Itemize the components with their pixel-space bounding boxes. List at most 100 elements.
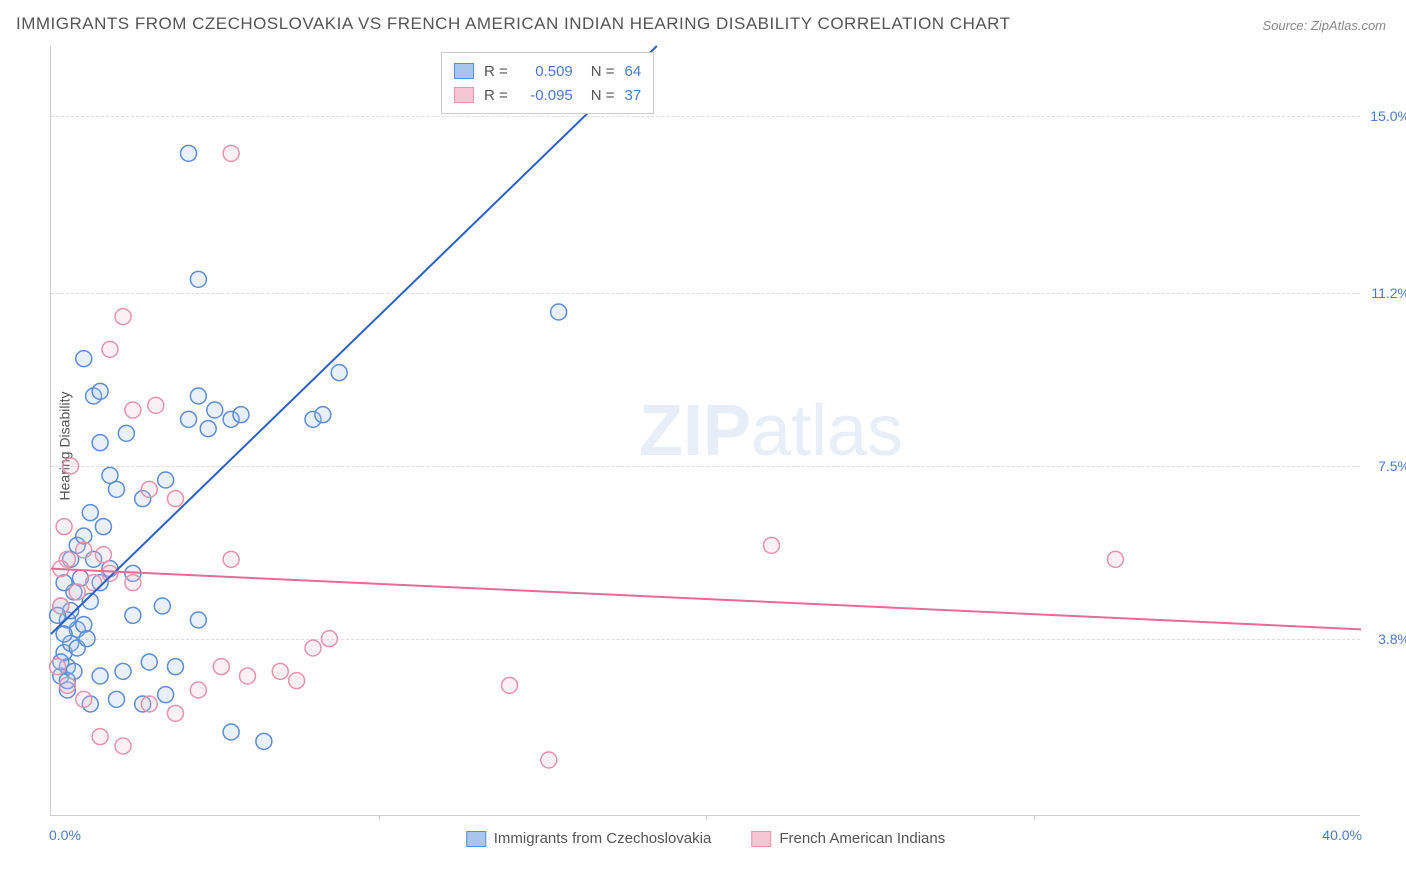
- data-point: [125, 607, 141, 623]
- data-point: [141, 654, 157, 670]
- data-point: [551, 304, 567, 320]
- r-label: R =: [484, 87, 508, 104]
- data-point: [502, 677, 518, 693]
- data-point: [50, 659, 66, 675]
- data-point: [181, 145, 197, 161]
- data-point: [190, 682, 206, 698]
- data-point: [331, 365, 347, 381]
- data-point: [167, 705, 183, 721]
- data-point: [76, 691, 92, 707]
- r-value-0: 0.509: [518, 63, 573, 80]
- data-point: [115, 738, 131, 754]
- data-point: [92, 729, 108, 745]
- xtick-mark: [706, 815, 707, 820]
- data-point: [82, 505, 98, 521]
- data-point: [233, 407, 249, 423]
- n-value-0: 64: [625, 63, 642, 80]
- r-label: R =: [484, 63, 508, 80]
- data-point: [158, 687, 174, 703]
- trend-lines: [51, 46, 1361, 634]
- data-point: [289, 673, 305, 689]
- data-point: [76, 351, 92, 367]
- data-point: [223, 145, 239, 161]
- data-point: [56, 519, 72, 535]
- data-point: [102, 467, 118, 483]
- data-point: [213, 659, 229, 675]
- data-point: [115, 309, 131, 325]
- data-point: [79, 631, 95, 647]
- data-point: [154, 598, 170, 614]
- ytick-label: 7.5%: [1365, 458, 1406, 474]
- legend-item-1: French American Indians: [751, 830, 945, 847]
- ytick-label: 15.0%: [1365, 108, 1406, 124]
- xtick-mark: [1034, 815, 1035, 820]
- data-point: [125, 402, 141, 418]
- data-point: [141, 696, 157, 712]
- data-point: [167, 491, 183, 507]
- data-point: [223, 551, 239, 567]
- data-point: [272, 663, 288, 679]
- chart-container: IMMIGRANTS FROM CZECHOSLOVAKIA VS FRENCH…: [0, 0, 1406, 892]
- data-point: [76, 542, 92, 558]
- source-label: Source: ZipAtlas.com: [1262, 18, 1386, 33]
- legend-swatch-series-1: [751, 831, 771, 847]
- data-point: [315, 407, 331, 423]
- data-point: [95, 519, 111, 535]
- data-point: [223, 724, 239, 740]
- data-point: [69, 584, 85, 600]
- data-point: [764, 537, 780, 553]
- data-point: [95, 547, 111, 563]
- legend-swatch-series-0: [466, 831, 486, 847]
- data-point: [190, 271, 206, 287]
- ytick-label: 3.8%: [1365, 631, 1406, 647]
- data-point: [190, 388, 206, 404]
- chart-svg: [51, 46, 1360, 815]
- legend-swatch-0: [454, 63, 474, 79]
- n-value-1: 37: [625, 87, 642, 104]
- data-point: [102, 341, 118, 357]
- data-point: [1107, 551, 1123, 567]
- legend-stats-row-1: R = -0.095 N = 37: [454, 83, 641, 107]
- data-point: [92, 668, 108, 684]
- data-point: [321, 631, 337, 647]
- legend-label-0: Immigrants from Czechoslovakia: [494, 830, 712, 847]
- data-point: [59, 677, 75, 693]
- data-point: [240, 668, 256, 684]
- data-point: [256, 733, 272, 749]
- data-point: [63, 458, 79, 474]
- chart-title: IMMIGRANTS FROM CZECHOSLOVAKIA VS FRENCH…: [16, 14, 1011, 34]
- legend-stats-box: R = 0.509 N = 64 R = -0.095 N = 37: [441, 52, 654, 114]
- data-point: [148, 397, 164, 413]
- trend-line: [51, 46, 657, 634]
- data-point: [92, 435, 108, 451]
- data-point: [56, 626, 72, 642]
- n-label: N =: [591, 87, 615, 104]
- data-point: [141, 481, 157, 497]
- data-point: [115, 663, 131, 679]
- xtick-label-min: 0.0%: [49, 827, 81, 843]
- scatter-points: [50, 145, 1124, 768]
- data-point: [125, 575, 141, 591]
- ytick-label: 11.2%: [1365, 285, 1406, 301]
- n-label: N =: [591, 63, 615, 80]
- data-point: [207, 402, 223, 418]
- legend-swatch-1: [454, 87, 474, 103]
- data-point: [541, 752, 557, 768]
- trend-line: [51, 569, 1361, 630]
- data-point: [109, 691, 125, 707]
- legend-stats-row-0: R = 0.509 N = 64: [454, 59, 641, 83]
- data-point: [181, 411, 197, 427]
- data-point: [92, 383, 108, 399]
- data-point: [158, 472, 174, 488]
- legend-item-0: Immigrants from Czechoslovakia: [466, 830, 712, 847]
- data-point: [305, 640, 321, 656]
- plot-area: ZIPatlas 3.8%7.5%11.2%15.0% R = 0.509 N …: [50, 46, 1360, 816]
- xtick-mark: [379, 815, 380, 820]
- data-point: [118, 425, 134, 441]
- r-value-1: -0.095: [518, 87, 573, 104]
- data-point: [102, 565, 118, 581]
- data-point: [167, 659, 183, 675]
- legend-label-1: French American Indians: [779, 830, 945, 847]
- data-point: [53, 598, 69, 614]
- legend-series: Immigrants from Czechoslovakia French Am…: [466, 830, 946, 847]
